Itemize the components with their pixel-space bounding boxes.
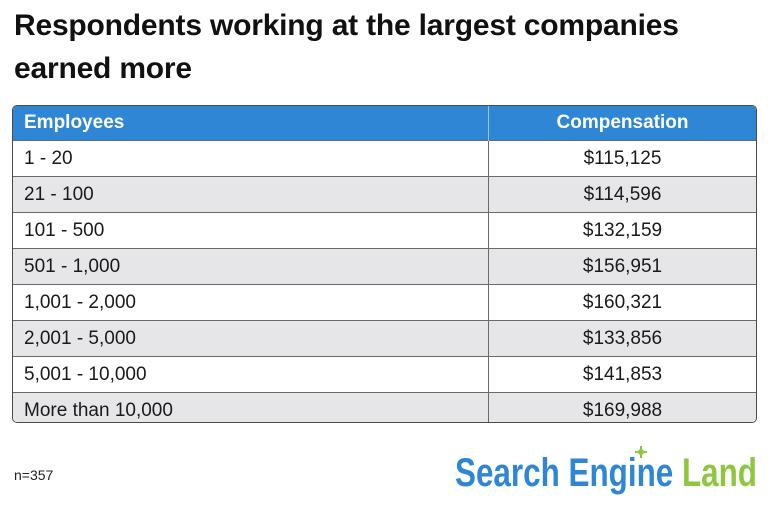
table-header-row: Employees Compensation [13,106,756,141]
logo-sparkle-icon [635,446,647,458]
table-row: 2,001 - 5,000 $133,856 [13,320,756,357]
header-compensation: Compensation [488,106,756,141]
compensation-cell: $141,853 [488,356,756,393]
employees-cell: 21 - 100 [13,176,489,213]
table-row: 501 - 1,000 $156,951 [13,248,756,285]
employees-cell: 5,001 - 10,000 [13,356,489,393]
table-row: 21 - 100 $114,596 [13,176,756,213]
compensation-cell: $115,125 [488,140,756,177]
compensation-cell: $114,596 [488,176,756,213]
sample-size-note: n=357 [14,467,54,483]
employees-cell: 2,001 - 5,000 [13,320,489,357]
data-table: Employees Compensation 1 - 20 $115,125 2… [13,106,756,422]
employees-cell: 501 - 1,000 [13,248,489,285]
logo-text-part2: Land [682,451,757,495]
compensation-cell: $156,951 [488,248,756,285]
employees-cell: 101 - 500 [13,212,489,249]
table-row: More than 10,000 $169,988 [13,392,756,422]
employees-cell: 1,001 - 2,000 [13,284,489,321]
table-row: 1,001 - 2,000 $160,321 [13,284,756,321]
compensation-cell: $132,159 [488,212,756,249]
employees-cell: More than 10,000 [13,392,489,422]
compensation-cell: $160,321 [488,284,756,321]
table-row: 101 - 500 $132,159 [13,212,756,249]
table-row: 5,001 - 10,000 $141,853 [13,356,756,393]
chart-title: Respondents working at the largest compa… [14,9,679,85]
employees-cell: 1 - 20 [13,140,489,177]
logo-wordmark: Search Engine Land [455,451,757,495]
header-employees: Employees [13,106,489,141]
compensation-cell: $169,988 [488,392,756,422]
logo-text-part1: Search Engine [455,451,673,495]
table-row: 1 - 20 $115,125 [13,140,756,177]
compensation-table: Employees Compensation 1 - 20 $115,125 2… [12,105,757,423]
search-engine-land-logo: Search Engine Land [455,446,757,495]
compensation-cell: $133,856 [488,320,756,357]
